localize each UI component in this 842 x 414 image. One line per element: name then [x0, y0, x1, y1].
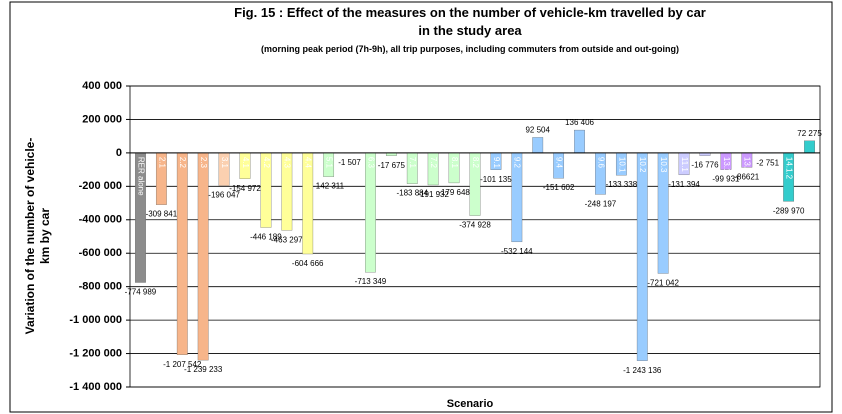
- data-label: -183 884: [396, 189, 428, 198]
- data-label: -17 675: [378, 161, 406, 170]
- data-label: -2 751: [756, 158, 779, 167]
- y-tick-label: -1 400 000: [69, 381, 122, 393]
- x-tick-label: 10.1: [617, 157, 626, 173]
- data-label: -1 243 136: [623, 366, 662, 375]
- x-tick-label: 14.1.1: [764, 157, 773, 180]
- x-tick-label: 10.2: [638, 157, 647, 173]
- plot-area: [129, 85, 821, 388]
- x-tick-label: 9.4: [555, 157, 564, 169]
- data-label: 72 275: [797, 129, 822, 138]
- data-label: -131 394: [668, 180, 700, 189]
- x-tick-label: 9.1: [492, 157, 501, 169]
- data-label: -179 648: [438, 188, 470, 197]
- bar: [804, 140, 815, 154]
- x-tick-label: 2.3: [199, 157, 208, 169]
- bar: [302, 152, 314, 255]
- y-tick-label: 200 000: [82, 113, 122, 125]
- data-label: -463 297: [271, 235, 303, 244]
- x-tick-label: 2.1: [157, 157, 166, 169]
- data-label: -151 602: [543, 183, 575, 192]
- data-label: -16 776: [691, 161, 719, 170]
- x-tick-label: 5.1: [325, 157, 334, 169]
- data-label: -374 928: [459, 221, 491, 230]
- x-tick-label: 13.1: [722, 157, 731, 173]
- y-tick-label: 0: [116, 147, 122, 159]
- y-tick-label: -400 000: [79, 214, 122, 226]
- chart-title: Fig. 15 : Effect of the measures on the …: [234, 5, 706, 20]
- data-label: -86621: [734, 172, 759, 181]
- x-tick-label: RER alone: [136, 157, 145, 196]
- x-tick-label: 4.4: [304, 157, 313, 169]
- x-tick-label: 4.2: [262, 157, 271, 169]
- data-label: -713 349: [355, 277, 387, 286]
- chart-title: in the study area: [418, 23, 522, 38]
- x-tick-label: 6.2: [345, 157, 354, 169]
- data-label: 92 504: [525, 125, 550, 134]
- chart-subtitle: (morning peak period (7h-9h), all trip p…: [261, 44, 679, 54]
- y-tick-label: -1 200 000: [69, 347, 122, 359]
- x-tick-label: 8.1: [450, 157, 459, 169]
- data-label: -1 207 542: [163, 360, 202, 369]
- y-tick-label: 400 000: [82, 80, 122, 92]
- x-tick-label: 8.2: [471, 157, 480, 169]
- data-label: -248 197: [585, 199, 617, 208]
- bar: [636, 152, 648, 361]
- bar: [574, 129, 585, 154]
- y-axis-label: Variation of the number of vehicle-: [23, 138, 37, 335]
- y-tick-label: -200 000: [79, 180, 122, 192]
- data-label: -309 841: [146, 210, 178, 219]
- x-tick-label: 9.6: [596, 157, 605, 169]
- bar: [532, 137, 544, 154]
- x-tick-label: 7.1: [408, 157, 417, 169]
- bar: [197, 152, 209, 361]
- x-tick-label: 14.2: [805, 157, 814, 173]
- y-tick-label: -1 000 000: [69, 314, 122, 326]
- x-tick-label: 7.2: [429, 157, 438, 169]
- data-label: -196 047: [208, 191, 240, 200]
- data-label: -154 972: [229, 184, 261, 193]
- x-tick-label: 11.1: [680, 157, 689, 173]
- x-tick-label: 4.1: [241, 157, 250, 169]
- y-axis-label: km by car: [38, 208, 52, 264]
- data-label: -604 666: [292, 259, 324, 268]
- x-tick-label: 6.3: [366, 157, 375, 169]
- x-tick-label: 6.4: [387, 157, 396, 169]
- data-label: -142 311: [313, 182, 345, 191]
- data-label: -774 989: [125, 287, 157, 296]
- x-tick-label: 3.1: [220, 157, 229, 169]
- data-label: -101 135: [480, 175, 512, 184]
- x-tick-label: 14.1.2: [785, 157, 794, 180]
- x-tick-label: 9.3: [534, 157, 543, 169]
- y-tick-label: -600 000: [79, 247, 122, 259]
- x-tick-label: 9.5: [575, 157, 584, 169]
- x-tick-label: 12.1: [701, 157, 710, 173]
- data-label: -133 338: [606, 180, 638, 189]
- x-tick-label: 13.2: [743, 157, 752, 173]
- data-label: -532 144: [501, 247, 533, 256]
- x-tick-label: 10.3: [659, 157, 668, 173]
- data-label: -446 189: [250, 233, 282, 242]
- x-tick-label: 2.2: [178, 157, 187, 169]
- data-label: -721 042: [647, 278, 679, 287]
- data-label: -99 931: [712, 175, 740, 184]
- x-tick-label: 9.2: [513, 157, 522, 169]
- data-label: -289 970: [773, 206, 805, 215]
- y-tick-label: -800 000: [79, 281, 122, 293]
- data-label: -1 507: [338, 158, 361, 167]
- x-tick-label: 4.3: [283, 157, 292, 169]
- data-label: 136 406: [565, 118, 594, 127]
- bar: [176, 152, 188, 355]
- bar: [365, 152, 376, 273]
- x-axis-label: Scenario: [447, 398, 494, 410]
- data-label: -1 239 233: [184, 365, 223, 374]
- data-label: -191 932: [417, 190, 449, 199]
